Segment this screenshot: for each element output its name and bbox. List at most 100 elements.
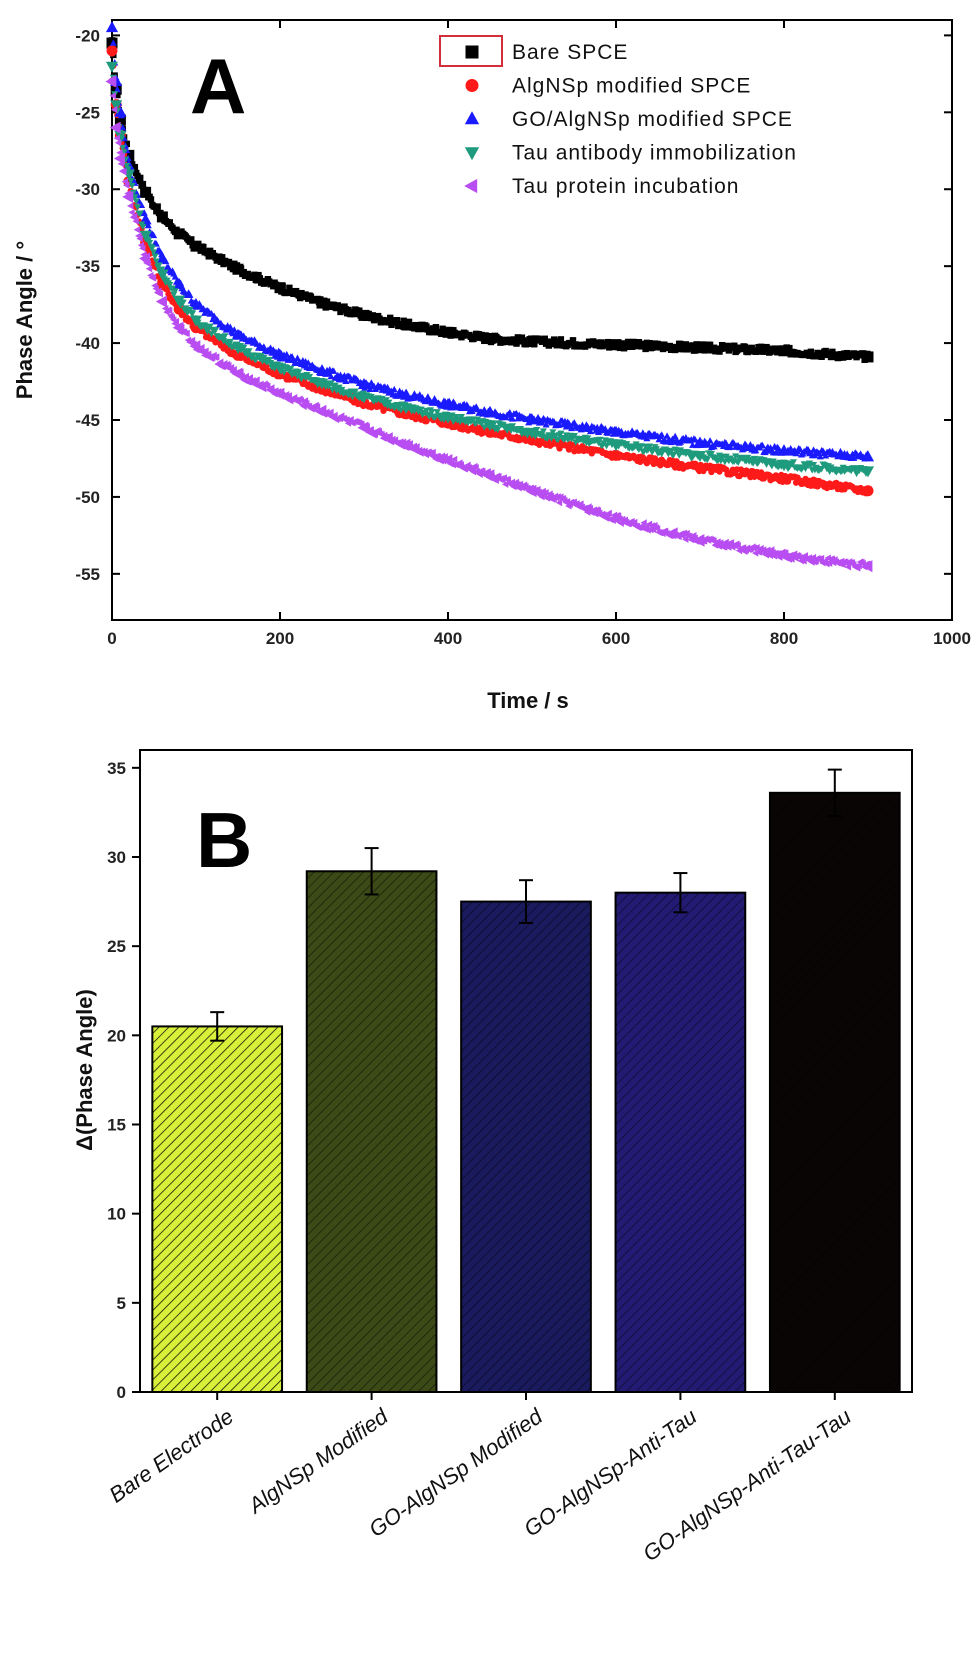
bar-hatch — [769, 792, 900, 1392]
data-point-a — [861, 466, 875, 478]
series-point-a — [376, 315, 383, 322]
data-point-a — [483, 420, 497, 432]
data-point-a — [693, 533, 705, 547]
series-point-a — [703, 456, 711, 464]
data-point-a — [122, 190, 134, 203]
series-point-a — [706, 437, 714, 444]
series-point-a — [331, 382, 339, 389]
legend-highlight-box — [439, 35, 503, 67]
x-tick-label-a: 400 — [434, 629, 462, 648]
series-point-a — [557, 430, 565, 438]
series-point-a — [139, 180, 147, 188]
series-point-a — [731, 342, 738, 349]
data-point-a — [400, 319, 412, 331]
series-point-a — [708, 468, 715, 476]
series-point-a — [682, 535, 689, 543]
series-point-a — [151, 253, 159, 260]
series-point-a — [136, 210, 144, 218]
series-point-a — [149, 274, 157, 282]
x-tick-label-a: 600 — [602, 629, 630, 648]
series-point-a — [287, 365, 295, 373]
legend-label-a: Tau protein incubation — [512, 175, 739, 198]
series-point-a — [286, 284, 293, 292]
series-point-a — [114, 139, 122, 147]
y-tick-label-b: 20 — [107, 1026, 126, 1045]
series-point-a — [166, 282, 174, 289]
legend-label-a: Tau antibody immobilization — [512, 142, 797, 165]
series-point-a — [469, 468, 477, 476]
series-point-a — [433, 409, 441, 416]
series-point-a — [686, 450, 694, 457]
data-point-a — [232, 263, 244, 275]
series-point-a — [171, 288, 179, 295]
series-point-a — [201, 322, 209, 329]
series-point-a — [555, 499, 563, 507]
series-point-a — [139, 223, 147, 231]
data-point-a — [114, 130, 127, 142]
series-point-a — [226, 338, 234, 346]
series-point-a — [207, 331, 215, 338]
y-tick-label-a: -55 — [75, 565, 100, 584]
y-tick-label-b: 0 — [117, 1383, 126, 1402]
series-point-a — [172, 317, 180, 325]
series-point-a — [825, 559, 833, 567]
x-tick-label-a: 0 — [107, 629, 116, 648]
series-point-a — [671, 432, 679, 440]
data-point-a — [139, 252, 150, 265]
data-point-a — [441, 398, 455, 410]
data-point-a — [862, 351, 874, 363]
series-point-a — [596, 436, 604, 444]
data-point-a — [155, 295, 167, 308]
series-point-a — [817, 554, 825, 562]
data-point-a — [231, 367, 243, 380]
data-point-a — [156, 211, 168, 223]
series-point-a — [154, 203, 161, 210]
phase-angle-time-chart: 0 200 400 600 800 1000 -20 -25 -30 -35 -40 -45 -50 -5… — [12, 19, 971, 713]
series-point-a — [646, 443, 654, 450]
series-point-a — [557, 336, 565, 343]
series-point-a — [839, 354, 847, 361]
plot-area-a — [111, 19, 953, 621]
series-point-a — [753, 348, 761, 355]
series-point-a — [210, 312, 218, 319]
series-point-a — [640, 519, 647, 527]
series-point-a — [152, 240, 160, 247]
y-axis-title-a: Phase Angle / ° — [12, 241, 37, 399]
panel-label-b: B — [196, 796, 252, 884]
series-point-a — [702, 346, 710, 353]
data-point-a — [484, 332, 496, 344]
series-point-a — [514, 334, 522, 341]
series-point-a — [219, 254, 226, 261]
series-a-2 — [105, 21, 875, 462]
series-point-a — [188, 236, 195, 243]
data-point-a — [139, 230, 152, 242]
series-point-a — [552, 433, 560, 440]
series-point-a — [760, 348, 768, 355]
series-point-a — [342, 377, 350, 384]
series-point-a — [330, 367, 338, 374]
series-point-a — [643, 434, 651, 442]
series-point-a — [750, 544, 757, 552]
series-point-a — [198, 343, 205, 351]
data-point-a — [273, 387, 285, 400]
series-point-a — [603, 442, 611, 450]
legend-label-a: Bare SPCE — [512, 41, 628, 64]
series-point-a — [772, 449, 780, 456]
series-point-a — [844, 563, 852, 571]
series-point-a — [520, 337, 527, 344]
y-tick-label-a: -25 — [75, 103, 100, 122]
series-point-a — [494, 426, 502, 434]
data-point-a — [442, 326, 454, 338]
series-point-a — [113, 134, 120, 142]
series-point-a — [140, 209, 148, 216]
series-point-a — [413, 443, 420, 451]
series-point-a — [818, 465, 826, 473]
series-point-a — [128, 182, 136, 190]
y-tick-label-b: 30 — [107, 848, 126, 867]
y-tick-label-b: 25 — [107, 937, 126, 956]
data-point-a — [172, 321, 184, 334]
data-point-a — [173, 295, 186, 307]
series-point-a — [300, 402, 307, 411]
y-tick-label-b: 15 — [107, 1116, 126, 1135]
bar-group — [151, 1011, 284, 1393]
